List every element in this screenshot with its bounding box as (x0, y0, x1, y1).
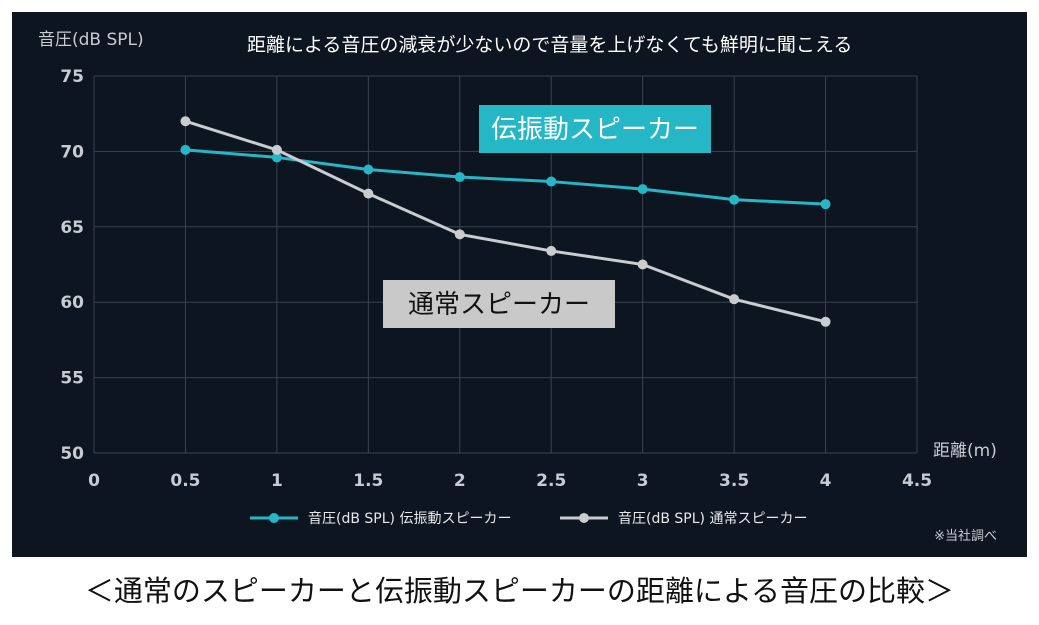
data-point-conduction-5 (637, 184, 648, 195)
data-point-normal-3 (454, 229, 465, 240)
figure-caption: ＜通常のスピーカーと伝振動スピーカーの距離による音圧の比較＞ (84, 574, 955, 608)
series-line-conduction (185, 148, 826, 206)
legend-marker-normal (579, 513, 589, 523)
data-point-conduction-6 (729, 194, 740, 205)
x-tick-label-3: 1.5 (353, 471, 383, 491)
y-tick-label-2: 60 (60, 293, 84, 313)
x-tick-label-2: 1 (271, 471, 283, 491)
data-point-conduction-2 (363, 164, 374, 175)
data-point-normal-1 (271, 144, 282, 155)
x-tick-label-6: 3 (637, 471, 649, 491)
x-tick-label-5: 2.5 (536, 471, 566, 491)
data-point-conduction-7 (820, 199, 831, 210)
y-tick-label-3: 65 (60, 218, 84, 238)
series-conduction (180, 144, 831, 210)
callout-normal-background (383, 280, 615, 328)
y-tick-label-1: 55 (60, 369, 84, 389)
legend-label-conduction: 音圧(dB SPL) 伝振動スピーカー (308, 510, 511, 527)
callout-conduction-background (479, 105, 711, 153)
x-tick-label-7: 3.5 (719, 471, 749, 491)
series-lines (180, 116, 831, 327)
data-point-conduction-0 (180, 144, 191, 155)
data-point-normal-5 (637, 259, 648, 270)
callout-conduction-label: 伝振動スピーカー (491, 115, 699, 145)
data-point-conduction-4 (546, 176, 557, 187)
data-point-conduction-1 (271, 152, 282, 163)
series-line-normal (184, 119, 826, 324)
data-point-normal-2 (363, 188, 374, 199)
callout-conduction: 伝振動スピーカー (479, 105, 711, 153)
chart-headline: 距離による音圧の減衰が少ないので音量を上げなくても鮮明に聞こえる (247, 34, 852, 56)
x-tick-label-4: 2 (454, 471, 466, 491)
data-point-normal-0 (180, 116, 191, 127)
x-tick-labels: 0 0.5 1 1.5 2 2.5 3 3.5 4 4.5 (88, 471, 932, 491)
legend-marker-conduction (269, 513, 279, 523)
x-axis-label: 距離(m) (933, 441, 997, 461)
legend: 音圧(dB SPL) 伝振動スピーカー 音圧(dB SPL) 通常スピーカー (250, 510, 807, 527)
line-chart: 音圧(dB SPL) 距離による音圧の減衰が少ないので音量を上げなくても鮮明に聞… (38, 30, 997, 544)
y-axis-label: 音圧(dB SPL) (38, 30, 144, 50)
data-point-normal-6 (729, 294, 740, 305)
x-tick-label-0: 0 (88, 471, 100, 491)
chart-panel: 音圧(dB SPL) 距離による音圧の減衰が少ないので音量を上げなくても鮮明に聞… (12, 12, 1027, 557)
data-point-normal-7 (820, 316, 831, 327)
callout-normal-label: 通常スピーカー (408, 290, 590, 320)
series-normal (180, 116, 831, 327)
x-tick-label-8: 4 (820, 471, 832, 491)
data-point-normal-4 (546, 245, 557, 256)
y-tick-labels: 50 55 60 65 70 75 (60, 67, 84, 464)
legend-label-normal: 音圧(dB SPL) 通常スピーカー (618, 510, 807, 527)
y-tick-label-0: 50 (60, 444, 84, 464)
data-point-conduction-3 (454, 172, 465, 183)
x-tick-label-9: 4.5 (902, 471, 932, 491)
callout-normal: 通常スピーカー (383, 280, 615, 328)
y-tick-label-4: 70 (60, 142, 84, 162)
source-note: ※当社調べ (934, 528, 997, 544)
y-tick-label-5: 75 (60, 67, 84, 87)
x-tick-label-1: 0.5 (170, 471, 200, 491)
